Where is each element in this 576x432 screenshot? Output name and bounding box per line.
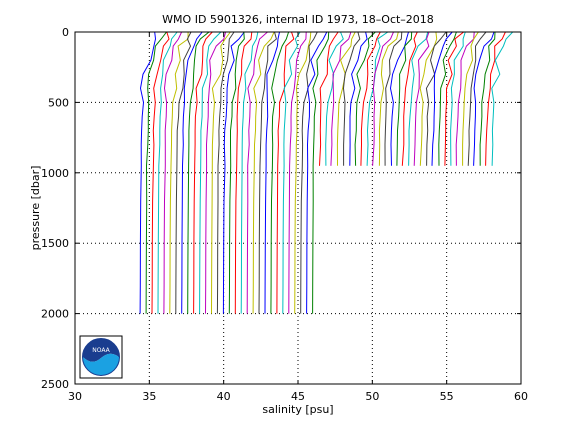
salinity-profile-line <box>211 31 231 314</box>
salinity-profile-line <box>300 31 318 314</box>
salinity-profile-line <box>312 31 330 314</box>
salinity-profile-line <box>378 31 399 166</box>
salinity-profile-line <box>270 31 290 314</box>
salinity-profile-line <box>145 31 167 314</box>
salinity-profile-line <box>372 31 394 166</box>
salinity-profile-line <box>431 31 453 166</box>
salinity-profile-line <box>479 31 496 166</box>
salinity-profile-line <box>139 31 157 314</box>
salinity-profile-line <box>485 31 506 166</box>
y-tick-label: 2000 <box>41 308 69 321</box>
salinity-profile-line <box>264 31 280 314</box>
salinity-profile-line <box>216 31 235 314</box>
salinity-profile-line <box>187 31 210 314</box>
salinity-profile-line <box>354 31 376 166</box>
salinity-profile-line <box>282 31 301 314</box>
salinity-profile-line <box>240 31 259 314</box>
salinity-profile-line <box>438 31 457 166</box>
chart-title: WMO ID 5901326, internal ID 1973, 18–Oct… <box>162 13 434 26</box>
salinity-profile-line <box>389 31 409 166</box>
noaa-logo: NOAA <box>79 335 123 379</box>
x-tick-label: 35 <box>142 390 156 403</box>
y-tick-label: 2500 <box>41 378 69 391</box>
salinity-profile-line <box>205 31 227 314</box>
y-tick-label: 1500 <box>41 237 69 250</box>
salinity-profile-line <box>234 31 253 314</box>
salinity-profile-line <box>288 31 307 314</box>
salinity-profile-line <box>401 31 418 166</box>
salinity-profile-line <box>473 31 495 166</box>
logo-sky <box>83 339 119 362</box>
salinity-profile-line <box>450 31 466 166</box>
salinity-profile-line <box>175 31 192 314</box>
salinity-profile-line <box>193 31 213 314</box>
salinity-profile-line <box>425 31 447 166</box>
salinity-profile-line <box>319 31 339 166</box>
salinity-profile-line <box>408 31 429 166</box>
ticks: 30 35 40 45 50 55 60 0 500 1000 1500 2000 2500 <box>41 26 528 403</box>
salinity-profile-line <box>163 31 183 314</box>
salinity-profile-line <box>444 31 464 166</box>
x-tick-label: 30 <box>68 390 82 403</box>
salinity-profile-line <box>252 31 275 314</box>
salinity-profile-line <box>222 31 245 314</box>
salinity-profile-line <box>181 31 203 314</box>
profiles <box>139 31 514 314</box>
logo-sea <box>83 353 119 375</box>
salinity-profile-line <box>467 31 487 166</box>
salinity-profile-line <box>330 31 352 166</box>
x-tick-label: 45 <box>291 390 305 403</box>
x-axis-label: salinity [psu] <box>262 403 333 416</box>
salinity-profile-line <box>342 31 361 166</box>
salinity-profile-line <box>199 31 222 314</box>
salinity-profile-line <box>396 31 413 166</box>
salinity-profile-line <box>491 31 514 166</box>
salinity-profile-line <box>413 31 430 166</box>
y-tick-label: 0 <box>62 26 69 39</box>
salinity-profile-line <box>258 31 277 314</box>
x-tick-label: 50 <box>365 390 379 403</box>
salinity-profile-line <box>462 31 479 166</box>
salinity-profile-line <box>306 31 328 314</box>
salinity-profile-line <box>246 31 268 314</box>
y-axis-label: pressure [dbar] <box>29 166 42 251</box>
salinity-profile-line <box>276 31 295 314</box>
x-tick-label: 60 <box>514 390 528 403</box>
salinity-profile-line <box>294 31 312 314</box>
y-tick-label: 1000 <box>41 167 69 180</box>
salinity-profile-line <box>169 31 189 314</box>
x-tick-label: 55 <box>440 390 454 403</box>
logo-text: NOAA <box>92 347 110 354</box>
salinity-profile-line <box>325 31 344 166</box>
salinity-profile-line <box>151 31 170 314</box>
salinity-profile-line <box>349 31 368 166</box>
y-tick-label: 500 <box>48 96 69 109</box>
x-tick-label: 40 <box>217 390 231 403</box>
salinity-profile-line <box>455 31 475 166</box>
salinity-profile-line <box>419 31 438 166</box>
salinity-profile-line <box>360 31 381 166</box>
salinity-profile-line <box>336 31 356 166</box>
salinity-profile-line <box>228 31 245 314</box>
salinity-profile-line <box>384 31 403 166</box>
salinity-profile-line <box>157 31 178 314</box>
